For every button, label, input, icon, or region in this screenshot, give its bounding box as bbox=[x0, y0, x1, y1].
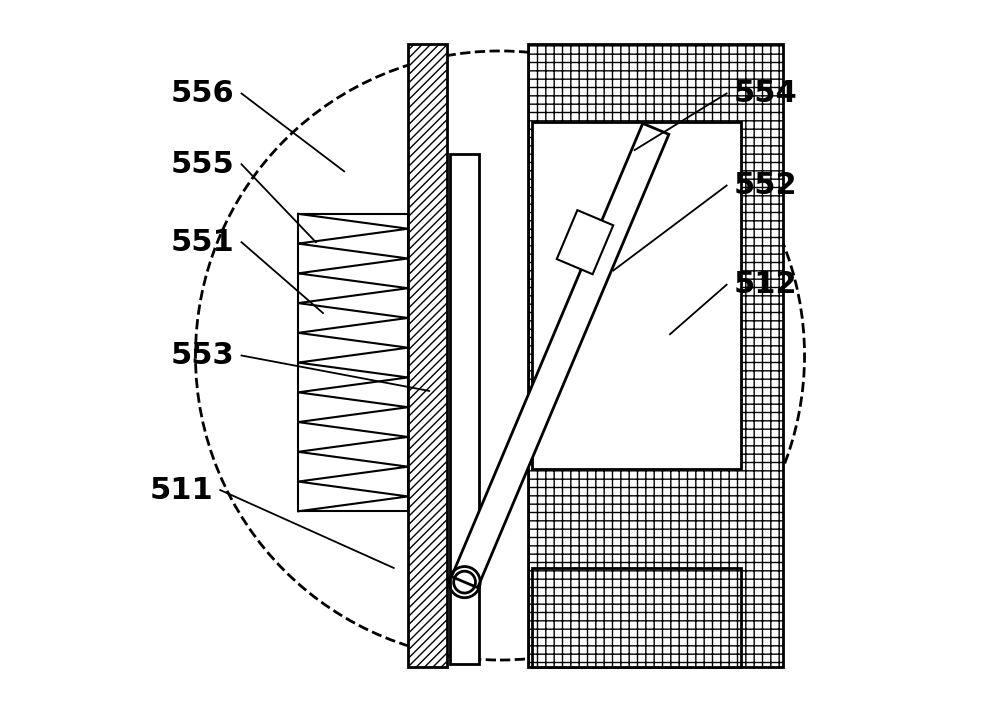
Text: 552: 552 bbox=[734, 171, 797, 200]
Polygon shape bbox=[557, 210, 613, 274]
Text: 556: 556 bbox=[171, 79, 234, 108]
Text: 511: 511 bbox=[149, 476, 213, 505]
Bar bbox=[532, 568, 741, 667]
Bar bbox=[408, 44, 447, 667]
Bar bbox=[450, 154, 479, 663]
Bar bbox=[532, 122, 741, 469]
Text: 555: 555 bbox=[171, 150, 234, 178]
Text: 551: 551 bbox=[171, 228, 234, 257]
Circle shape bbox=[195, 51, 805, 660]
Text: 512: 512 bbox=[734, 270, 797, 299]
Text: 554: 554 bbox=[734, 79, 797, 108]
Text: 553: 553 bbox=[171, 341, 234, 370]
Polygon shape bbox=[452, 124, 669, 587]
Bar bbox=[528, 44, 783, 667]
Bar bbox=[298, 214, 408, 511]
